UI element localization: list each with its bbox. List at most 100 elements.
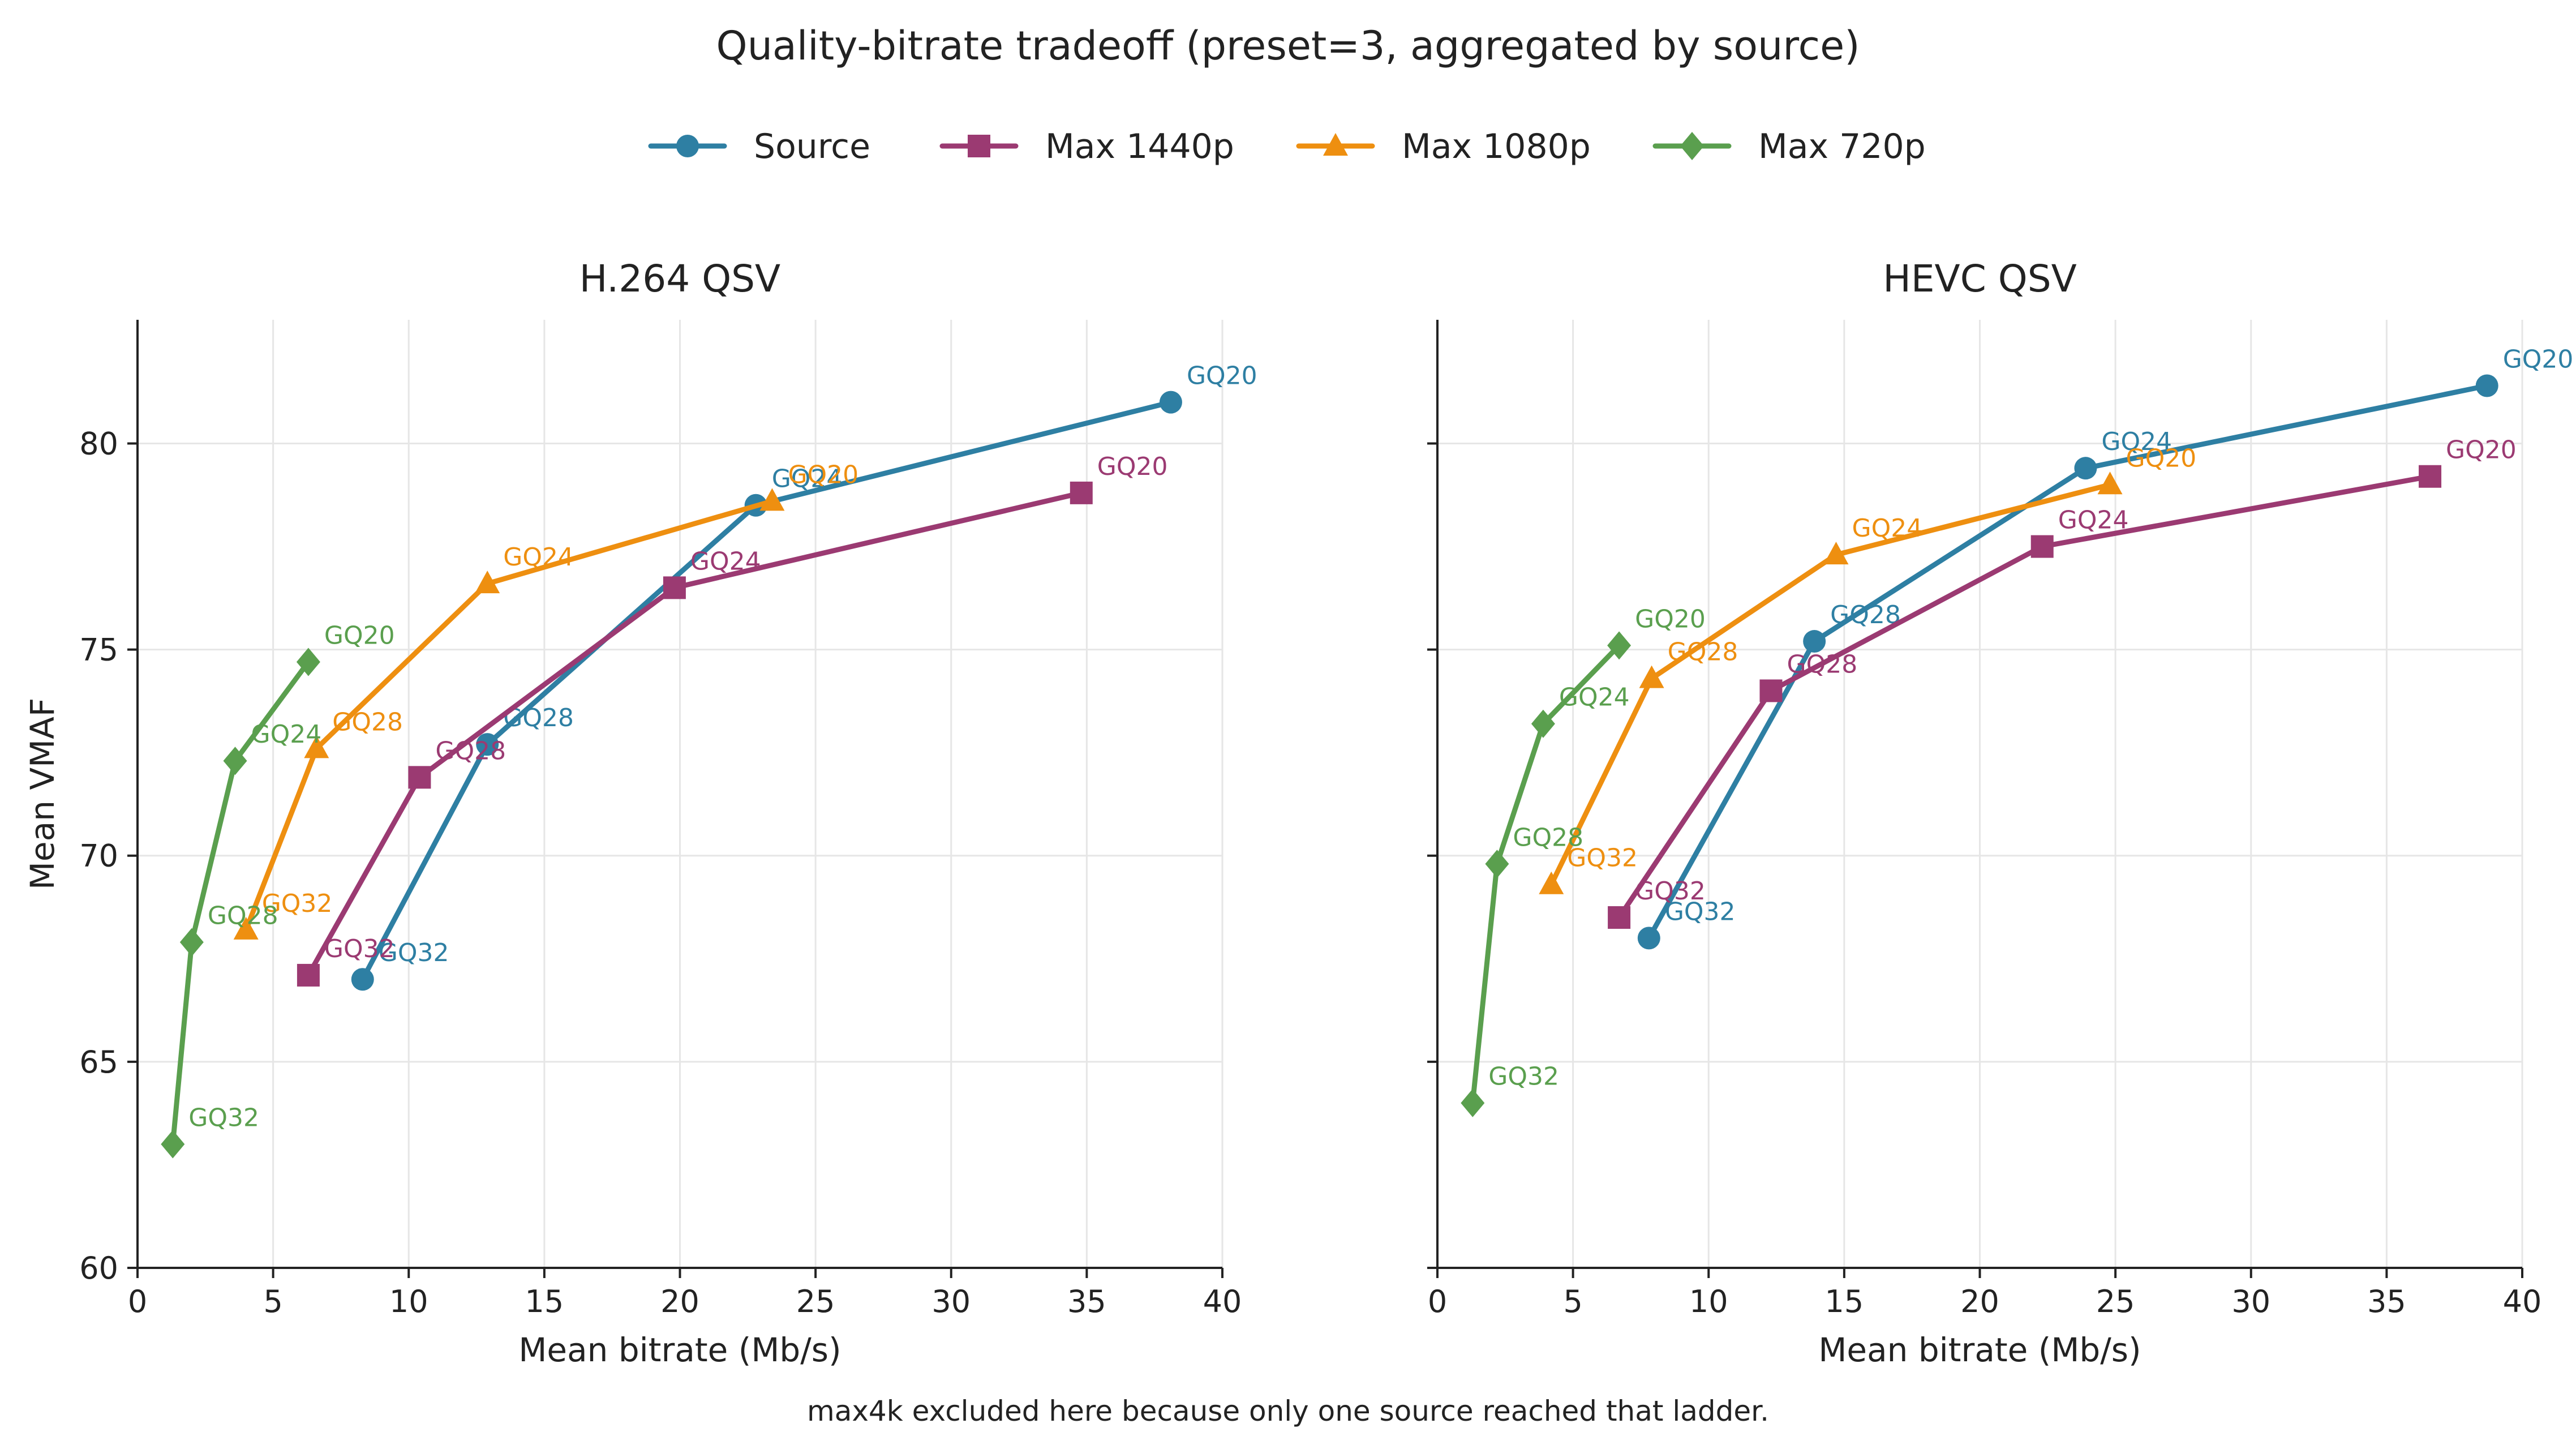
- data-label-source-gq20: GQ20: [2503, 345, 2574, 374]
- data-point-max-720p-gq20: [296, 648, 320, 676]
- x-tick-label: 35: [1067, 1284, 1106, 1319]
- x-tick-label: 40: [2503, 1284, 2542, 1319]
- data-point-max-1440p-gq32: [297, 963, 320, 987]
- data-point-max-1080p-gq32: [233, 916, 259, 940]
- data-label-max-720p-gq32: GQ32: [188, 1104, 259, 1133]
- legend-marker-max-1440p: [968, 135, 990, 157]
- panel-title: HEVC QSV: [1883, 257, 2077, 301]
- data-label-max-720p-gq28: GQ28: [208, 902, 278, 931]
- data-point-max-1440p-gq28: [1759, 679, 1783, 702]
- data-point-max-1080p-gq28: [304, 735, 329, 758]
- data-label-max-1080p-gq28: GQ28: [332, 708, 403, 736]
- x-tick-label: 20: [660, 1284, 699, 1319]
- data-point-max-1080p-gq24: [1823, 542, 1849, 565]
- y-axis-label: Mean VMAF: [23, 698, 62, 890]
- series-max-720p: GQ32 GQ28 GQ24 GQ20: [161, 621, 395, 1159]
- series-line-source: [360, 400, 1174, 982]
- legend-label-max-720p: Max 720p: [1758, 127, 1926, 166]
- data-point-max-1080p-gq20: [2097, 471, 2123, 495]
- figure-title: Quality-bitrate tradeoff (preset=3, aggr…: [716, 23, 1860, 69]
- x-tick-label: 5: [263, 1284, 282, 1319]
- series-line-max-720p: [170, 659, 311, 1147]
- data-point-max-1080p-gq28: [1639, 665, 1664, 688]
- data-label-source-gq20: GQ20: [1187, 362, 1257, 391]
- data-label-source-gq32: GQ32: [379, 938, 449, 967]
- x-tick-label: 35: [2367, 1284, 2406, 1319]
- data-label-max-1080p-gq32: GQ32: [1567, 844, 1638, 873]
- series-line-max-720p: [1470, 642, 1622, 1106]
- y-tick-label: 80: [79, 426, 118, 461]
- x-tick-label: 10: [389, 1284, 428, 1319]
- footnote: max4k excluded here because only one sou…: [807, 1395, 1769, 1427]
- data-label-max-1080p-gq28: GQ28: [1668, 638, 1738, 667]
- data-point-source-gq28: [476, 733, 499, 756]
- x-tick-label: 5: [1563, 1284, 1582, 1319]
- x-tick-label: 30: [931, 1284, 971, 1319]
- data-label-source-gq24: GQ24: [772, 465, 843, 494]
- y-tick-label: 70: [79, 838, 118, 874]
- data-label-max-1080p-gq20: GQ20: [788, 460, 858, 489]
- x-tick-label: 20: [1960, 1284, 1999, 1319]
- series-line-max-1080p: [243, 498, 775, 933]
- y-tick-label: 75: [79, 632, 118, 668]
- panel-h-264-qsv: 0 5 10 15 20 25 30 35 40 60 65 70 75 80 H.264 QSV Mean …: [23, 257, 1257, 1369]
- data-point-max-1440p-gq20: [2419, 465, 2442, 488]
- legend-marker-max-1080p: [1323, 133, 1348, 156]
- x-tick-label: 30: [2231, 1284, 2270, 1319]
- data-label-max-1440p-gq24: GQ24: [2058, 506, 2129, 535]
- data-label-max-1440p-gq24: GQ24: [690, 547, 761, 576]
- legend-item-max-1080p: Max 1080p: [1296, 127, 1591, 166]
- data-point-source-gq24: [2074, 457, 2097, 480]
- legend-label-max-1080p: Max 1080p: [1402, 127, 1591, 166]
- x-axis-label: Mean bitrate (Mb/s): [1818, 1331, 2141, 1369]
- data-point-max-1080p-gq24: [475, 571, 500, 594]
- data-point-source-gq20: [1159, 391, 1182, 414]
- data-label-max-1080p-gq24: GQ24: [503, 543, 574, 572]
- data-label-max-720p-gq24: GQ24: [251, 720, 322, 749]
- data-point-max-1080p-gq32: [1539, 871, 1564, 894]
- data-label-max-720p-gq32: GQ32: [1488, 1062, 1559, 1091]
- data-label-max-1440p-gq32: GQ32: [324, 934, 395, 963]
- data-label-source-gq24: GQ24: [2101, 427, 2172, 456]
- y-tick-label: 65: [79, 1044, 118, 1080]
- data-label-max-1440p-gq32: GQ32: [1635, 877, 1706, 906]
- data-point-max-1440p-gq32: [1608, 906, 1631, 929]
- x-tick-label: 0: [1428, 1284, 1447, 1319]
- data-point-max-720p-gq20: [1607, 631, 1632, 660]
- chart-panels: 0 5 10 15 20 25 30 35 40 60 65 70 75 80 H.264 QSV Mean …: [23, 257, 2573, 1369]
- data-point-max-1440p-gq24: [663, 576, 686, 599]
- data-point-max-720p-gq32: [161, 1130, 185, 1159]
- data-label-max-720p-gq24: GQ24: [1559, 683, 1630, 712]
- data-label-max-1080p-gq24: GQ24: [1852, 514, 1922, 543]
- x-tick-label: 15: [1825, 1284, 1864, 1319]
- x-tick-label: 25: [2096, 1284, 2135, 1319]
- panel-title: H.264 QSV: [579, 257, 780, 301]
- x-tick-label: 15: [525, 1284, 564, 1319]
- data-point-source-gq28: [1803, 630, 1826, 653]
- data-label-max-720p-gq20: GQ20: [1635, 605, 1706, 633]
- legend: Source Max 1440p Max 1080p Max 720p: [648, 127, 1926, 166]
- data-point-max-720p-gq24: [223, 747, 247, 775]
- series-max-1080p: GQ32 GQ28 GQ24 GQ20: [1539, 444, 2196, 894]
- y-tick-label: 60: [79, 1250, 118, 1286]
- data-point-source-gq32: [1637, 927, 1660, 950]
- data-point-max-1080p-gq20: [759, 488, 785, 511]
- legend-marker-source: [676, 135, 699, 157]
- data-point-max-720p-gq32: [1461, 1088, 1485, 1117]
- series-line-max-1080p: [1548, 482, 2113, 888]
- data-label-max-720p-gq20: GQ20: [324, 621, 395, 650]
- x-tick-label: 10: [1689, 1284, 1728, 1319]
- x-axis-label: Mean bitrate (Mb/s): [518, 1331, 841, 1369]
- series-line-source: [1646, 383, 2490, 941]
- data-label-max-1080p-gq20: GQ20: [2126, 444, 2197, 473]
- data-point-max-720p-gq28: [179, 928, 204, 957]
- legend-item-max-1440p: Max 1440p: [939, 127, 1234, 166]
- panel-hevc-qsv: 0 5 10 15 20 25 30 35 40 HEVC QSV Mean bitrate (Mb…: [1427, 257, 2573, 1369]
- data-point-max-1440p-gq28: [408, 766, 431, 789]
- data-point-max-1440p-gq24: [2030, 535, 2054, 558]
- legend-label-source: Source: [754, 127, 870, 166]
